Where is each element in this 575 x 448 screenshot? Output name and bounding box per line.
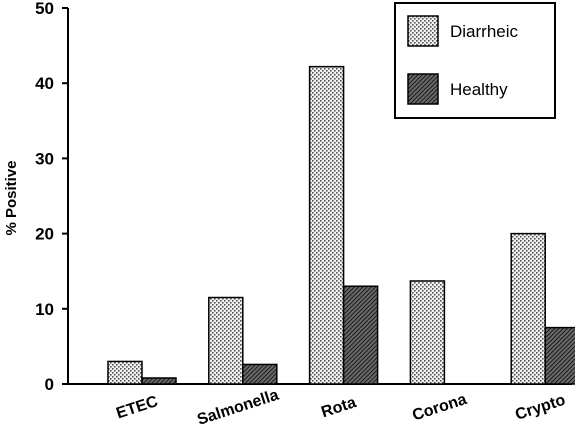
bar-healthy-crypto (544, 326, 575, 385)
y-tick-label: 20 (35, 225, 54, 244)
bar-healthy-salmonella (242, 363, 278, 385)
x-category-label: ETEC (114, 393, 160, 422)
y-tick-label: 30 (35, 149, 54, 168)
x-category-label: Rota (319, 394, 358, 421)
legend-label-healthy: Healthy (450, 80, 508, 99)
y-tick-label: 0 (45, 375, 54, 394)
legend-swatch-diarrheic (407, 15, 439, 47)
x-category-label: Crypto (513, 392, 568, 424)
y-tick-label: 10 (35, 300, 54, 319)
bar-healthy-rota (342, 285, 379, 385)
x-category-label: Salmonella (195, 387, 281, 429)
bar-healthy-etec (141, 377, 177, 385)
bar-diarrheic-corona (409, 280, 446, 385)
y-axis-title: % Positive (3, 160, 20, 235)
legend-swatch-healthy (407, 73, 439, 105)
y-tick-label: 50 (35, 0, 54, 18)
bar-diarrheic-etec (107, 360, 143, 385)
bar-diarrheic-rota (308, 65, 345, 385)
legend: Diarrheic Healthy (394, 2, 556, 119)
bar-diarrheic-crypto (510, 232, 546, 385)
bar-diarrheic-salmonella (208, 296, 244, 385)
legend-label-diarrheic: Diarrheic (450, 22, 519, 41)
bars (107, 65, 575, 385)
x-category-label: Corona (410, 391, 469, 425)
y-tick-label: 40 (35, 74, 54, 93)
